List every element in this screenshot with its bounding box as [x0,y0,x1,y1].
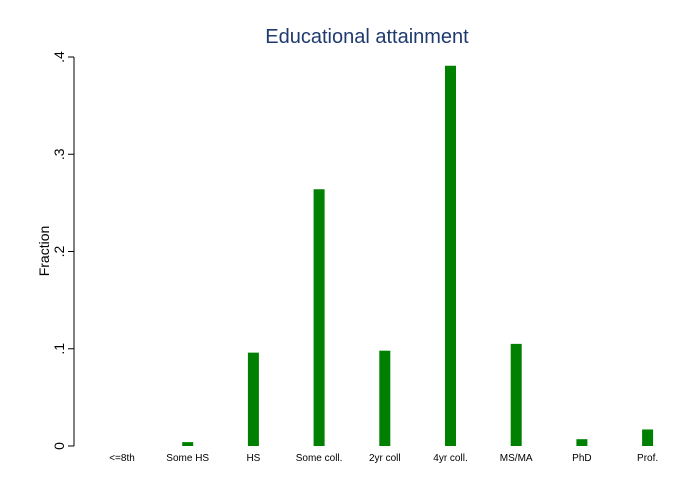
x-tick-label: HS [246,453,260,464]
x-tick-label: Prof. [637,453,658,464]
y-axis-label: Fraction [36,226,52,277]
bar [576,439,588,446]
bar [642,429,654,446]
x-axis-tick-labels: <=8th Some HS HS Some coll. 2yr coll 4yr coll… [109,453,658,464]
y-tick-label: 0 [51,442,67,450]
y-tick-label: .2 [51,245,67,257]
x-tick-label: Some HS [166,453,209,464]
y-tick-label: .3 [51,148,67,160]
x-tick-label: PhD [572,453,591,464]
x-tick-label: <=8th [109,453,135,464]
plot-background [74,57,658,446]
bars [182,65,654,446]
bar [510,343,522,446]
bar [445,65,456,446]
x-tick-label: 4yr coll. [433,453,467,464]
chart-title: Educational attainment [265,26,469,48]
y-axis-ticks: 0 .1 .2 .3 .4 [51,51,74,450]
bar [182,442,194,446]
x-tick-label: 2yr coll [369,453,401,464]
bar [313,189,325,446]
bar [247,352,259,446]
x-tick-label: MS/MA [500,453,533,464]
y-tick-label: .4 [51,51,67,63]
y-tick-label: .1 [51,343,67,355]
bar [379,350,391,446]
x-tick-label: Some coll. [296,453,343,464]
